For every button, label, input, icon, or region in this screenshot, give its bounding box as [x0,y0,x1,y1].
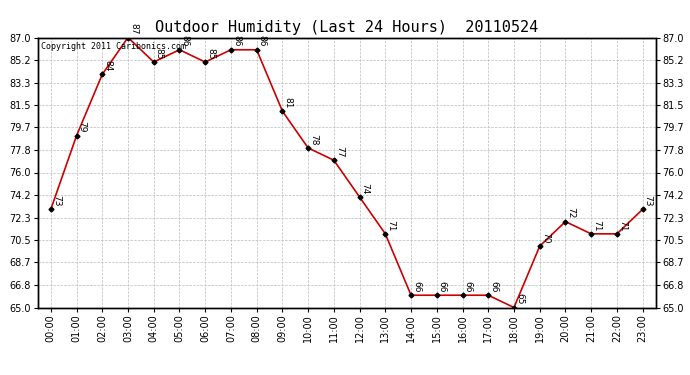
Text: 77: 77 [335,146,344,158]
Text: 66: 66 [438,281,447,292]
Text: 66: 66 [464,281,473,292]
Text: 65: 65 [515,293,524,305]
Text: 71: 71 [618,220,627,231]
Text: 84: 84 [104,60,112,72]
Text: 73: 73 [644,195,653,207]
Text: 66: 66 [489,281,498,292]
Text: 74: 74 [361,183,370,194]
Text: 71: 71 [592,220,601,231]
Text: 66: 66 [412,281,421,292]
Text: 85: 85 [155,48,164,59]
Text: 86: 86 [232,36,241,47]
Text: 86: 86 [181,36,190,47]
Text: 85: 85 [206,48,215,59]
Text: 72: 72 [566,207,575,219]
Text: 86: 86 [258,36,267,47]
Title: Outdoor Humidity (Last 24 Hours)  20110524: Outdoor Humidity (Last 24 Hours) 2011052… [155,20,538,35]
Text: Copyright 2011 Caribonics.com: Copyright 2011 Caribonics.com [41,42,186,51]
Text: 71: 71 [386,220,395,231]
Text: 70: 70 [541,232,550,243]
Text: 78: 78 [309,134,318,145]
Text: 87: 87 [129,23,138,35]
Text: 81: 81 [284,97,293,108]
Text: 73: 73 [52,195,61,207]
Text: 79: 79 [77,122,87,133]
